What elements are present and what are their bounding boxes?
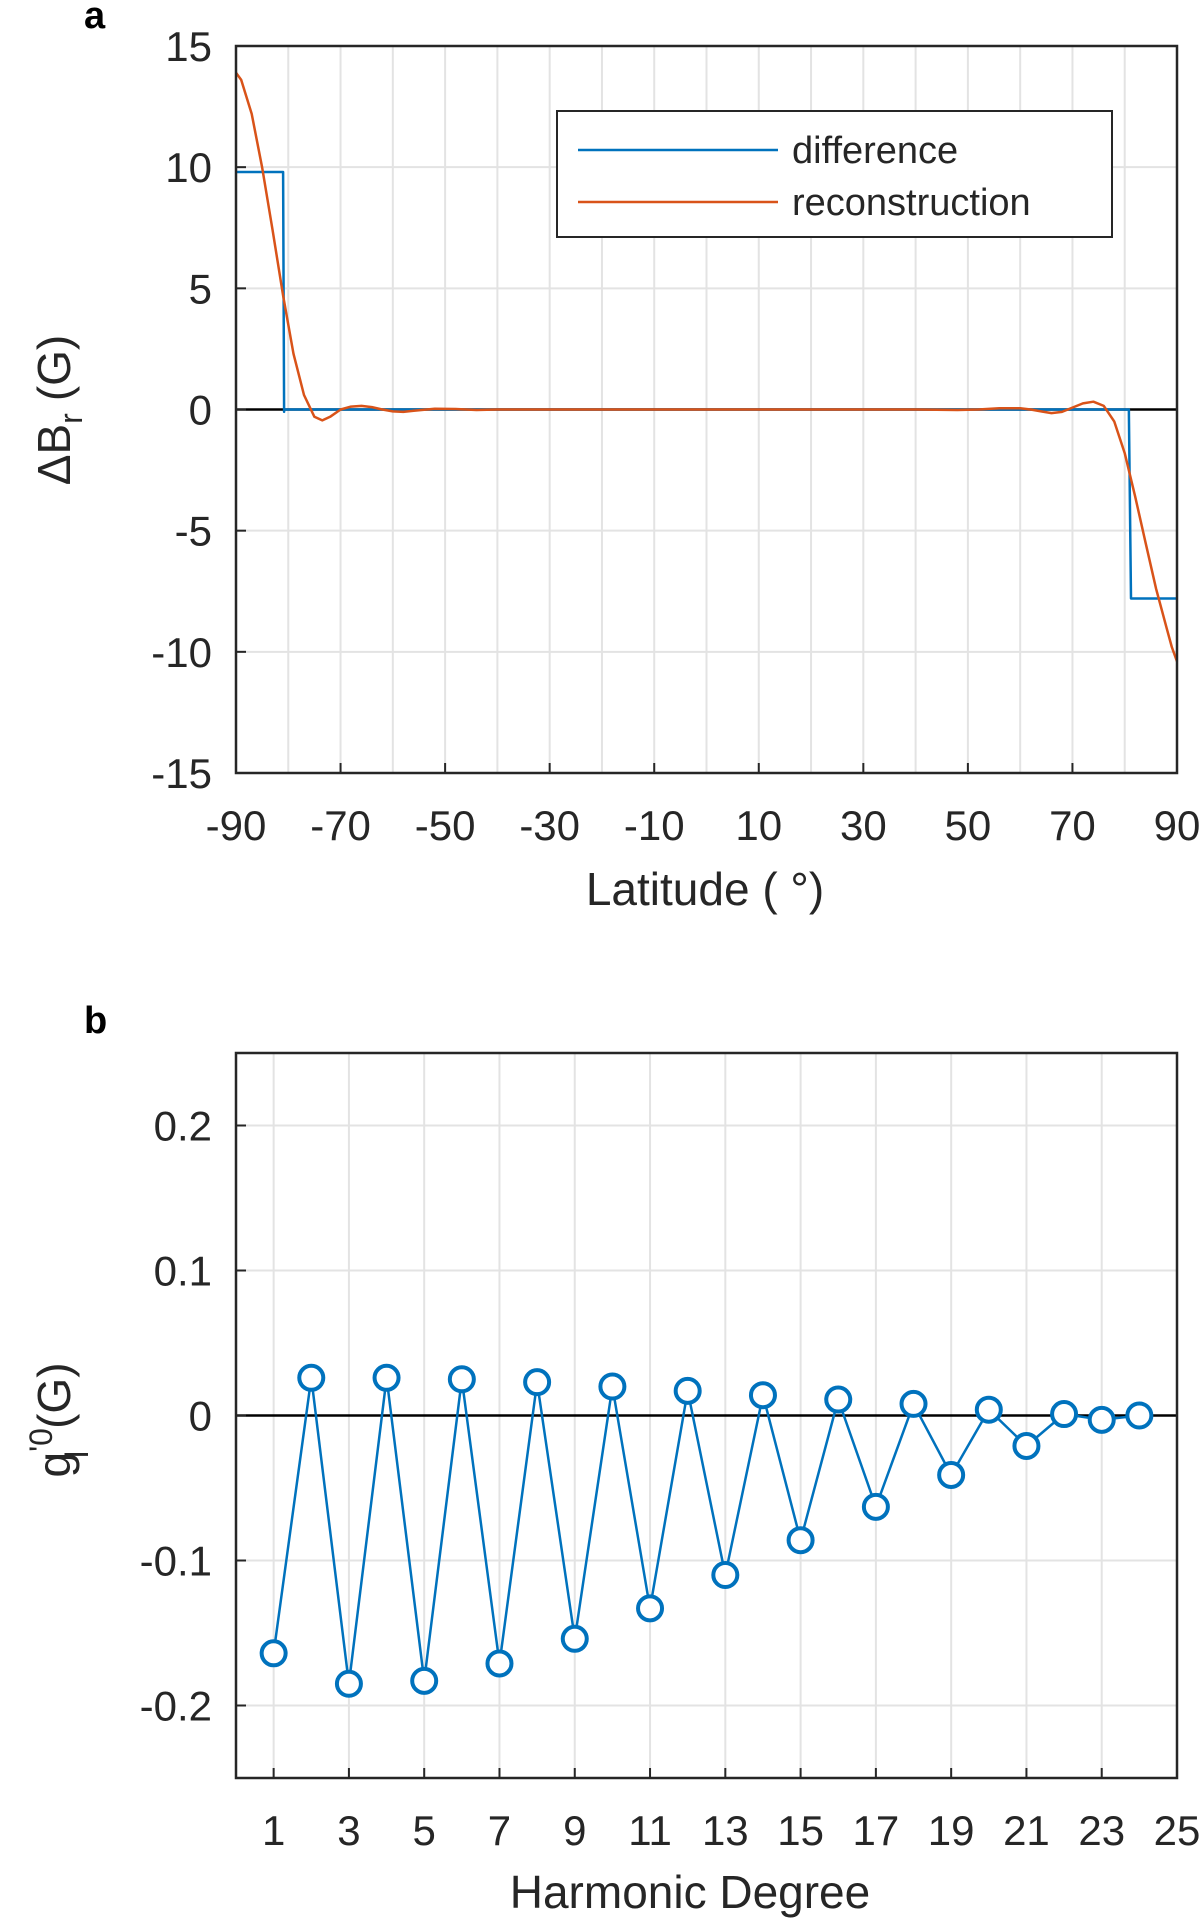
y-axis-label-a-sub: r	[53, 413, 89, 424]
y-tick-label-a: -5	[175, 508, 212, 555]
x-tick-label-a: -50	[415, 802, 476, 849]
data-point-degree-8	[523, 1368, 552, 1397]
y-axis-label-a-main: ΔB	[28, 424, 80, 485]
data-point-degree-22	[1050, 1400, 1079, 1429]
data-point-degree-21	[1012, 1431, 1041, 1460]
x-tick-label-b: 23	[1078, 1807, 1125, 1854]
x-tick-label-b: 21	[1003, 1807, 1050, 1854]
series-group-b	[259, 1363, 1154, 1698]
x-tick-label-b: 11	[628, 1807, 672, 1854]
panel-b: b 1 3 5 7 9 11 13 15 17 19 21 23 25 0.20.10-0.1-0.2 …	[23, 1000, 1200, 1918]
data-point-degree-23	[1087, 1405, 1116, 1434]
y-tick-labels-b: 0.2 0.1 0 -0.1 -0.2	[140, 1103, 246, 1730]
data-point-degree-19	[937, 1460, 966, 1489]
y-tick-label-b: 0.2	[154, 1103, 212, 1150]
x-tick-label-b: 19	[928, 1807, 975, 1854]
y-tick-label-a: 5	[189, 265, 212, 312]
y-axis-label-b: g'0l (G)	[23, 1362, 95, 1477]
panel-label-b: b	[84, 1000, 107, 1042]
series-line-reconstruction	[234, 71, 1179, 662]
data-point-degree-24	[1125, 1401, 1154, 1430]
y-axis-label-b-sub: l	[59, 1451, 95, 1458]
x-tick-label-a: 50	[945, 802, 992, 849]
panel-a: a -90 -70 -50 -30 -10 10 30 50 70 90 151050-5-10-…	[28, 0, 1200, 915]
x-tick-label-a: 10	[735, 802, 782, 849]
x-tick-label-b: 5	[413, 1807, 436, 1854]
x-axis-label-a: Latitude ( °)	[586, 863, 824, 915]
y-tick-label-a: -10	[151, 629, 212, 676]
y-axis-label-a-unit: (G)	[28, 335, 80, 401]
y-tick-label-a: 10	[165, 144, 212, 191]
y-axis-label-b-sup: '0	[23, 1428, 59, 1452]
x-axis-label-b: Harmonic Degree	[510, 1866, 870, 1918]
x-tick-label-b: 9	[563, 1807, 586, 1854]
data-point-degree-3	[334, 1669, 363, 1698]
data-point-degree-16	[824, 1385, 853, 1414]
data-point-degree-11	[636, 1594, 665, 1623]
y-tick-label-a: 15	[165, 23, 212, 70]
x-tick-label-a: 70	[1049, 802, 1096, 849]
x-tick-label-a: -30	[519, 802, 580, 849]
legend: difference reconstruction	[556, 110, 1113, 238]
x-tick-label-a: -10	[624, 802, 685, 849]
y-tick-label-a: 0	[189, 387, 212, 434]
data-point-degree-10	[598, 1372, 627, 1401]
series-line-harmonic	[272, 1376, 1140, 1686]
y-tick-label-b: -0.2	[140, 1683, 212, 1730]
x-tick-label-b: 1	[262, 1807, 285, 1854]
x-tick-label-a: 30	[840, 802, 887, 849]
y-tick-label-b: 0.1	[154, 1248, 212, 1295]
y-tick-label-a: -15	[151, 750, 212, 797]
y-tick-labels-a: 15 10 5 0 -5 -10 -15	[151, 23, 246, 797]
x-tick-label-b: 13	[702, 1807, 749, 1854]
legend-box	[556, 110, 1113, 238]
data-point-degree-7	[485, 1649, 514, 1678]
legend-label-reconstruction: reconstruction	[792, 182, 1031, 224]
y-axis-label-b-main: g	[28, 1452, 80, 1478]
x-tick-label-a: 90	[1154, 802, 1200, 849]
data-point-degree-6	[447, 1365, 476, 1394]
x-tick-label-b: 15	[777, 1807, 824, 1854]
x-tick-label-b: 7	[488, 1807, 511, 1854]
data-point-degree-14	[748, 1381, 777, 1410]
data-point-degree-20	[974, 1395, 1003, 1424]
x-tick-label-b: 25	[1154, 1807, 1200, 1854]
panel-label-a: a	[84, 0, 106, 37]
data-point-degree-17	[861, 1492, 890, 1521]
x-tick-label-a: -70	[310, 802, 371, 849]
x-tick-labels-b: 1 3 5 7 9 11 13 15 17 19 21 23 25	[262, 1768, 1200, 1854]
y-tick-label-b: -0.1	[140, 1538, 212, 1585]
y-axis-label-a: ΔBr (G)	[28, 335, 89, 486]
x-tick-label-a: -90	[206, 802, 267, 849]
y-tick-label-b: 0	[189, 1393, 212, 1440]
data-point-degree-13	[711, 1561, 740, 1589]
data-point-degree-12	[673, 1376, 702, 1405]
y-axis-label-b-unit: (G)	[28, 1362, 80, 1428]
series-group-a	[234, 71, 1179, 662]
data-point-degree-15	[786, 1526, 815, 1555]
data-point-degree-2	[297, 1363, 326, 1392]
x-tick-labels-a: -90 -70 -50 -30 -10 10 30 50 70 90	[206, 763, 1200, 849]
data-point-degree-18	[899, 1389, 928, 1418]
data-point-degree-4	[372, 1363, 401, 1392]
legend-label-difference: difference	[792, 130, 958, 172]
x-tick-label-b: 17	[853, 1807, 900, 1854]
data-point-degree-5	[410, 1666, 439, 1695]
data-point-degree-1	[259, 1639, 288, 1668]
x-tick-label-b: 3	[337, 1807, 360, 1854]
data-point-degree-9	[560, 1624, 589, 1653]
